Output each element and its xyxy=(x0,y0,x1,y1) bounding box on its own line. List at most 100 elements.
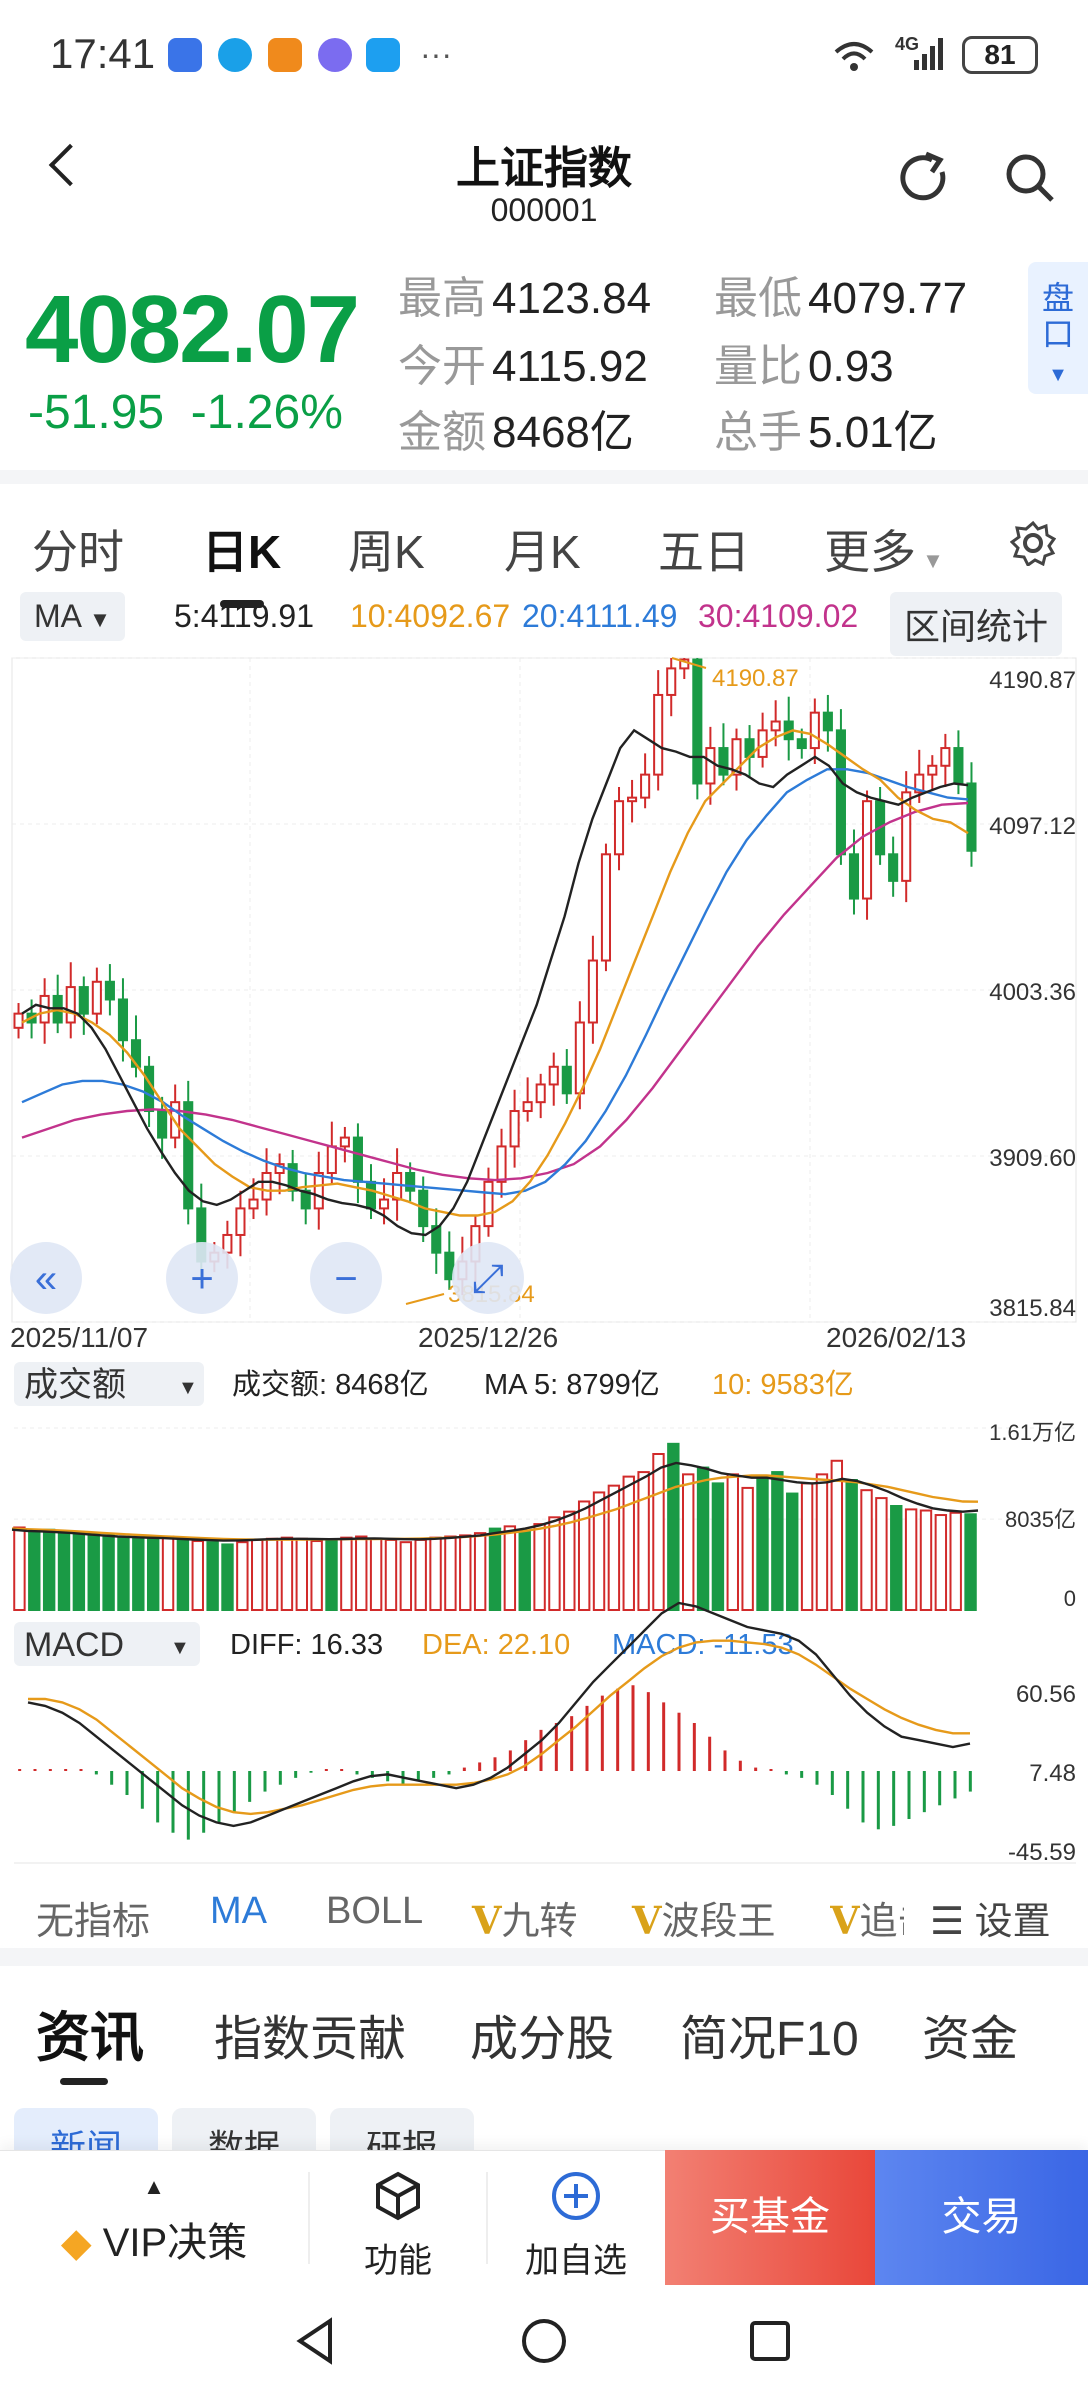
candle-body xyxy=(927,764,938,776)
volume-bar xyxy=(280,1536,294,1611)
status-time: 17:41 xyxy=(50,30,156,77)
candle-body xyxy=(157,1110,168,1139)
candle-body xyxy=(352,1136,363,1183)
info-tabs: 资讯 指数贡献 成分股 简况F10 资金 xyxy=(0,1975,1088,2085)
candle-body xyxy=(365,1180,377,1210)
volume-bar xyxy=(696,1466,710,1612)
system-nav-bar xyxy=(0,2285,1088,2400)
tab-monthly-k[interactable]: 月K xyxy=(504,526,581,578)
tab-weekly-k[interactable]: 周K xyxy=(348,526,425,578)
candle-body xyxy=(104,980,115,1001)
section-divider xyxy=(0,1948,1088,1966)
double-chevron-left-icon-glyph: « xyxy=(35,1257,57,1301)
expand-icon[interactable] xyxy=(452,1242,524,1314)
stat-amount: 金额 8468亿 xyxy=(398,408,634,457)
add-circle-icon xyxy=(552,2172,600,2220)
candle-body xyxy=(809,711,820,750)
video-app-icon xyxy=(268,38,302,72)
volume-bar xyxy=(191,1540,204,1611)
indicator-jiuzhuan[interactable]: V九转 xyxy=(472,1898,578,1943)
volume-bar xyxy=(444,1535,457,1611)
volume-bar xyxy=(577,1500,591,1612)
volume-bar xyxy=(756,1474,769,1612)
tab-intraday[interactable]: 分时 xyxy=(32,526,124,578)
volume-bar xyxy=(42,1528,56,1612)
nav-home-icon[interactable] xyxy=(518,2315,570,2367)
settings-gear-icon[interactable] xyxy=(1010,520,1056,566)
tab-f10[interactable]: 简况F10 xyxy=(680,2013,859,2066)
candle-body xyxy=(953,747,964,785)
volume-bar xyxy=(503,1525,517,1612)
ma30-line xyxy=(21,801,969,1182)
volume-bar xyxy=(711,1482,725,1611)
function-button[interactable]: 功能 xyxy=(310,2150,486,2285)
candle-body xyxy=(339,1136,350,1148)
candle-body xyxy=(522,1101,533,1113)
indicator-none[interactable]: 无指标 xyxy=(36,1901,151,1943)
volume-bar xyxy=(221,1543,234,1611)
vip-decision-button[interactable]: ▲ ◆ VIP决策 xyxy=(0,2150,308,2285)
double-chevron-left-icon[interactable] xyxy=(10,1242,82,1314)
volume-selector[interactable] xyxy=(14,1362,204,1406)
volume-bar xyxy=(518,1529,531,1611)
candle-body xyxy=(940,747,951,767)
candle-body xyxy=(378,1198,390,1210)
macd-y-label: 7.48 xyxy=(1029,1760,1076,1787)
page-title: 上证指数 xyxy=(456,144,632,193)
stock-chart[interactable]: 4190.87 4097.12 4003.36 3909.60 3815.84 4190.… xyxy=(0,650,1088,1865)
tab-five-day[interactable]: 五日 xyxy=(658,526,750,578)
volume-bar xyxy=(667,1442,680,1612)
nav-recents-icon[interactable] xyxy=(744,2315,796,2367)
search-icon[interactable] xyxy=(1002,150,1058,206)
indicator-settings[interactable]: ☰ 设置 xyxy=(930,1890,1051,1945)
list-settings-icon: ☰ xyxy=(930,1901,975,1943)
expand-icon-glyph: ⤢ xyxy=(472,1257,504,1301)
range-stats-button[interactable]: 区间统计 xyxy=(890,592,1063,656)
candle-body xyxy=(326,1145,337,1174)
ma20-value: 20:4111.49 xyxy=(522,598,678,634)
nav-back-icon[interactable] xyxy=(290,2315,342,2367)
tab-news-info[interactable]: 资讯 xyxy=(36,1993,144,2085)
candle-body xyxy=(392,1171,403,1201)
buy-fund-button[interactable]: 买基金 xyxy=(665,2150,875,2285)
ma-selector[interactable]: MA ▼ xyxy=(20,592,125,641)
indicator-boll[interactable]: BOLL xyxy=(326,1890,424,1932)
trade-button[interactable]: 交易 xyxy=(875,2150,1088,2285)
indicator-zhuiji[interactable]: V追击 xyxy=(830,1898,904,1943)
zoom-out-icon[interactable] xyxy=(310,1242,382,1314)
network-type: 4G xyxy=(895,34,920,54)
status-bar: 17:41 ··· 4G 81 xyxy=(0,0,1088,110)
candle-body xyxy=(666,667,677,696)
search-app-icon xyxy=(366,38,400,72)
candle-body xyxy=(627,796,638,803)
volume-bar xyxy=(919,1509,933,1611)
stat-open: 今开 4115.92 xyxy=(398,342,648,391)
volume-bar xyxy=(206,1541,219,1611)
candle-body xyxy=(822,711,833,732)
indicator-selector-row: 无指标 MA BOLL V九转 V波段王 V追击 ☰ 设置 xyxy=(0,1870,1088,1950)
candle-body xyxy=(587,959,598,1024)
volume-bar xyxy=(87,1532,100,1611)
zoom-in-icon[interactable] xyxy=(166,1242,238,1314)
tab-more[interactable]: 更多 ▼ xyxy=(824,526,944,578)
order-book-tab[interactable]: 盘口 ▼ xyxy=(1028,262,1088,394)
indicator-ma[interactable]: MA xyxy=(210,1890,267,1932)
tab-constituents[interactable]: 成分股 xyxy=(470,2013,615,2066)
macd-selector[interactable] xyxy=(14,1622,200,1666)
add-watchlist-button[interactable]: 加自选 xyxy=(488,2150,664,2285)
candle-body xyxy=(78,986,89,1015)
tab-index-contribution[interactable]: 指数贡献 xyxy=(214,2013,407,2066)
volume-bar xyxy=(57,1531,71,1611)
refresh-icon[interactable] xyxy=(896,150,954,208)
vip-v-icon: V xyxy=(830,1898,860,1943)
volume-bar xyxy=(786,1492,799,1612)
tab-daily-k[interactable]: 日K xyxy=(202,516,281,608)
tab-capital[interactable]: 资金 xyxy=(922,2013,1019,2066)
ma-values-row: MA ▼ 5:4119.91 10:4092.67 20:4111.49 30:… xyxy=(0,592,1088,656)
volume-bar xyxy=(102,1534,115,1611)
macd-y-label: -45.59 xyxy=(1008,1839,1076,1865)
volume-bar xyxy=(771,1471,784,1612)
volume-bar xyxy=(726,1473,739,1612)
indicator-boduanwang[interactable]: V波段王 xyxy=(632,1898,776,1943)
signal-icon xyxy=(914,38,943,70)
